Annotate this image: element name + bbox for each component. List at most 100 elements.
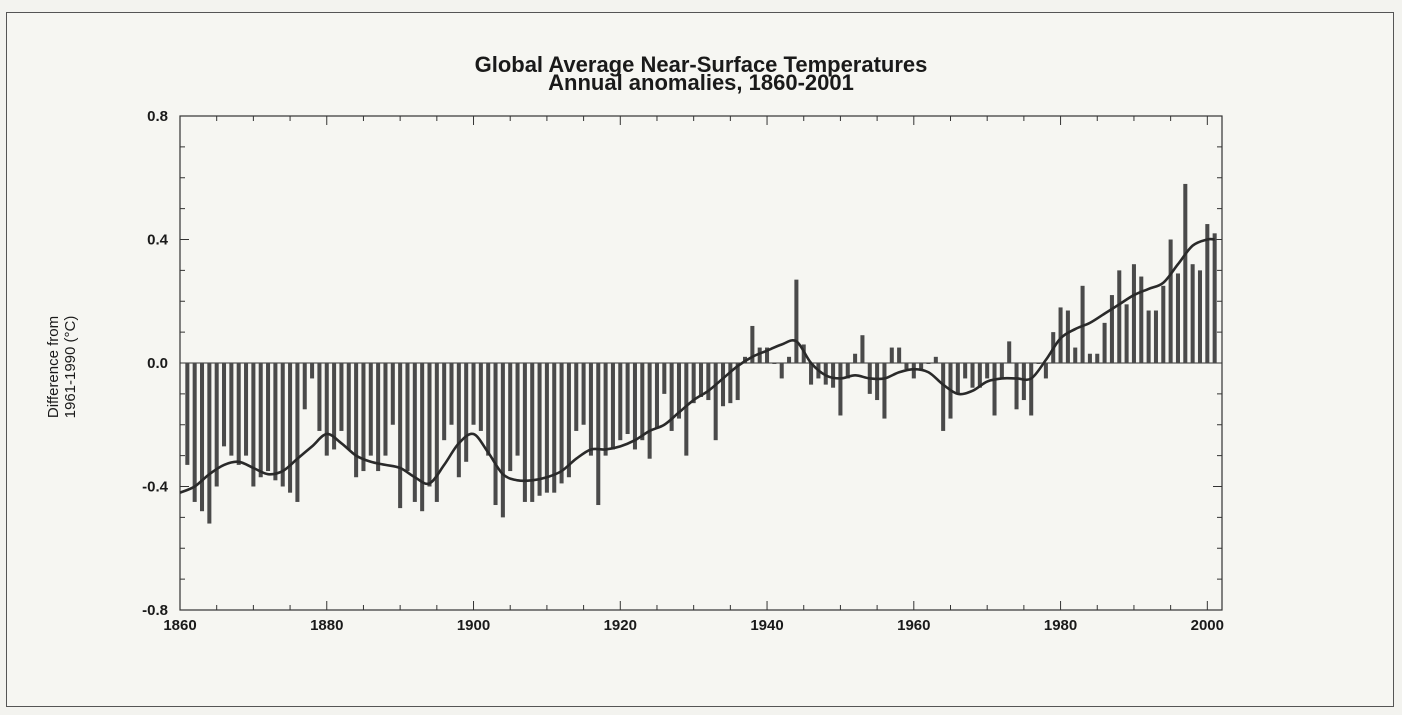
anomaly-bar [390, 363, 395, 425]
anomaly-bar [603, 363, 608, 456]
anomaly-bar [1014, 363, 1019, 410]
anomaly-bar [1168, 239, 1173, 363]
anomaly-bar [1109, 295, 1114, 363]
anomaly-bar [1146, 310, 1151, 363]
x-tick-label: 1900 [457, 617, 490, 634]
anomaly-bar [1065, 310, 1070, 363]
anomaly-bar [1043, 363, 1048, 379]
anomaly-bar [618, 363, 623, 441]
anomaly-bar [610, 363, 615, 450]
anomaly-bar [310, 363, 315, 379]
anomaly-bar [853, 353, 858, 363]
chart-subtitle: Annual anomalies, 1860-2001 [548, 70, 854, 95]
x-tick-label: 1980 [1044, 617, 1077, 634]
anomaly-bar [720, 363, 726, 407]
anomaly-bar [302, 363, 307, 410]
anomaly-bar [926, 363, 931, 364]
anomaly-bar [698, 363, 704, 397]
anomaly-bar [757, 347, 762, 363]
anomaly-bar [559, 363, 564, 484]
anomaly-bar [1183, 183, 1188, 363]
anomaly-bar [280, 363, 285, 487]
y-tick-label: 0.0 [147, 355, 168, 372]
anomaly-bar [1036, 363, 1041, 364]
anomaly-bar [383, 363, 388, 456]
anomaly-bar [288, 363, 293, 493]
anomaly-bar [456, 363, 461, 478]
anomaly-bar [1161, 285, 1166, 363]
anomaly-bar [420, 363, 425, 512]
anomaly-bar [691, 363, 696, 404]
x-tick-label: 2000 [1191, 617, 1224, 634]
anomaly-bar [427, 363, 432, 487]
y-tick-label: 0.8 [147, 108, 168, 125]
anomaly-bar [493, 363, 498, 506]
x-tick-label: 1920 [604, 617, 637, 634]
anomaly-bar [1117, 270, 1122, 363]
anomaly-bar [500, 363, 505, 518]
anomaly-bar [985, 363, 990, 379]
anomaly-bar [809, 363, 814, 385]
anomaly-bar [654, 363, 659, 428]
y-tick-label: -0.8 [142, 602, 168, 619]
anomaly-bar [574, 363, 579, 431]
anomaly-bar [999, 363, 1004, 379]
anomaly-bar [1095, 353, 1100, 363]
anomaly-bar [192, 363, 197, 502]
anomaly-bar [596, 363, 601, 506]
anomaly-bar [207, 363, 212, 524]
anomaly-bar [904, 363, 909, 370]
anomaly-bar [1153, 310, 1158, 363]
anomaly-bar [185, 363, 190, 465]
anomaly-bar [684, 363, 689, 456]
anomaly-bar [222, 363, 227, 447]
anomaly-bar [566, 363, 571, 478]
anomaly-bar [1102, 322, 1107, 363]
anomaly-bar [787, 356, 792, 363]
anomaly-bar [669, 363, 674, 431]
anomaly-bar [632, 363, 637, 450]
anomaly-bar [376, 363, 381, 472]
anomaly-bar [442, 363, 447, 441]
anomaly-bar [537, 363, 542, 496]
anomaly-bar [794, 279, 799, 363]
anomaly-bar [955, 363, 960, 394]
anomaly-bar [750, 325, 755, 363]
anomaly-bar [317, 363, 322, 431]
anomaly-bar [295, 363, 300, 502]
anomaly-bar [588, 363, 593, 456]
anomaly-bar [831, 363, 836, 388]
anomaly-bar [581, 363, 586, 425]
anomaly-bar [478, 363, 483, 431]
anomaly-bar [647, 363, 652, 459]
anomaly-bar [706, 363, 711, 401]
anomaly-bar [449, 363, 454, 425]
anomaly-bar [464, 363, 469, 462]
anomaly-bar [713, 363, 718, 441]
anomaly-bar [933, 356, 938, 363]
anomaly-bar [992, 363, 997, 416]
anomaly-bar [889, 347, 894, 363]
anomaly-bar [486, 363, 491, 456]
anomaly-bar [823, 363, 828, 385]
anomaly-bar [405, 363, 410, 472]
anomaly-bar [676, 363, 682, 419]
anomaly-bar [266, 363, 271, 472]
anomaly-bar [882, 363, 887, 419]
anomaly-bar [1087, 353, 1092, 363]
plot-area: 1860 1880 1900 1920 1940 1960 1980 2000 -0.8 -0.4… [142, 108, 1224, 634]
anomaly-bar [941, 363, 946, 431]
anomaly-bar [434, 363, 439, 502]
anomaly-bar [838, 363, 843, 416]
anomaly-bar [214, 363, 219, 487]
anomaly-bar [1205, 224, 1210, 363]
anomaly-bar [875, 363, 880, 401]
anomaly-bar [919, 363, 924, 370]
x-tick-label: 1960 [897, 617, 930, 634]
anomaly-bar [346, 363, 351, 450]
anomaly-bar [728, 363, 733, 404]
anomaly-bar [339, 363, 344, 431]
anomaly-bar [258, 363, 263, 478]
anomaly-bar [1131, 264, 1136, 363]
anomaly-bar [530, 363, 535, 502]
